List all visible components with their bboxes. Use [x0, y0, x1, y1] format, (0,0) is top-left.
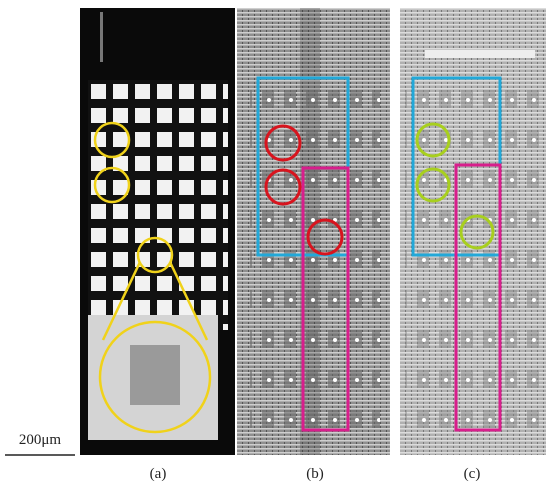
scale-bar-label: 200μm — [19, 432, 62, 448]
edge-line — [100, 12, 103, 62]
panel-label: (b) — [306, 466, 324, 482]
panel-label: (a) — [150, 466, 167, 482]
panel-c — [400, 8, 546, 455]
cell-array — [405, 80, 540, 440]
pad-array — [88, 80, 228, 330]
panel-label: (c) — [464, 466, 481, 482]
panel-b — [237, 8, 390, 455]
panel-a — [80, 8, 235, 455]
inset-pattern — [130, 345, 180, 405]
figure: 200μm (a) (b) (c) — [0, 0, 546, 486]
edge-highlight — [425, 50, 535, 58]
